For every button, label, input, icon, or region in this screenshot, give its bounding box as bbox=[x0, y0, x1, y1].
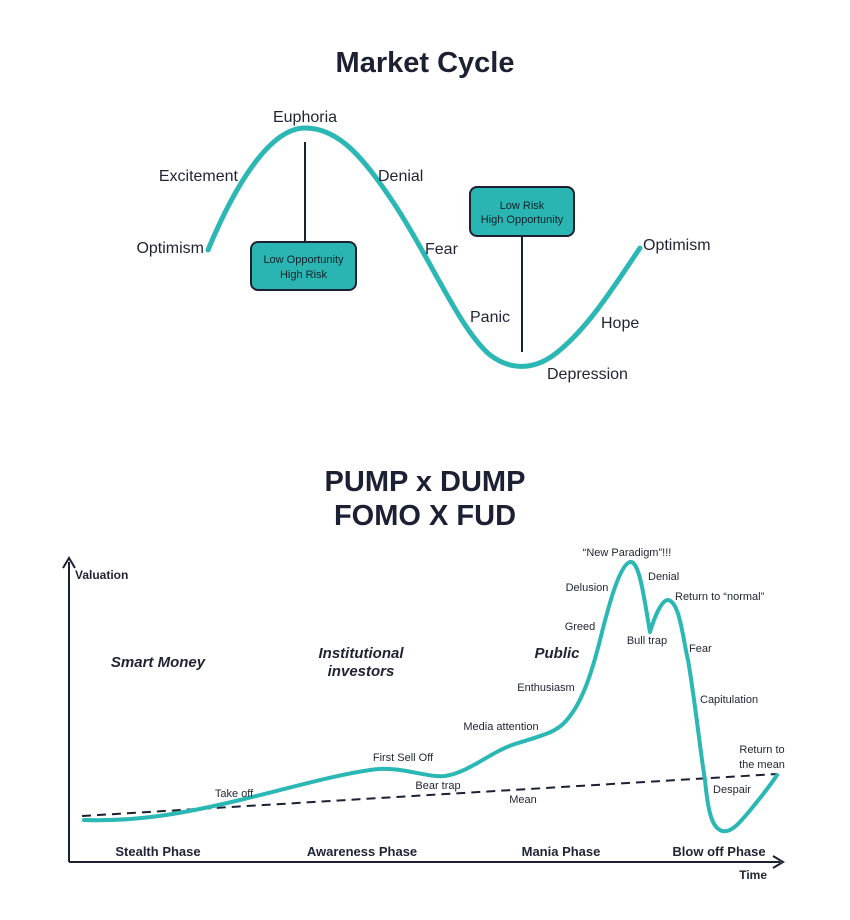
stage-excitement: Excitement bbox=[159, 168, 239, 185]
stage-hope: Hope bbox=[601, 315, 639, 332]
annot-return-mean-line1: Return to bbox=[739, 744, 784, 756]
market-cycle-curve bbox=[205, 125, 643, 369]
annot-fear: Fear bbox=[689, 643, 712, 655]
phase-mania: Mania Phase bbox=[522, 844, 601, 859]
annot-greed: Greed bbox=[565, 621, 596, 633]
annot-first-sell-off: First Sell Off bbox=[373, 752, 434, 764]
low-risk-box-line1: Low Risk bbox=[500, 200, 545, 212]
pump-dump-title-line2: FOMO X FUD bbox=[334, 500, 516, 532]
annot-bear-trap: Bear trap bbox=[415, 780, 460, 792]
phase-blowoff: Blow off Phase bbox=[672, 844, 765, 859]
low-opportunity-box-line1: Low Opportunity bbox=[263, 254, 344, 266]
low-risk-box-line2: High Opportunity bbox=[481, 214, 564, 226]
annot-take-off: Take off bbox=[215, 788, 254, 800]
stage-optimism-right: Optimism bbox=[643, 237, 711, 254]
annot-media-attention: Media attention bbox=[463, 721, 538, 733]
stage-panic: Panic bbox=[470, 309, 510, 326]
annot-capitulation: Capitulation bbox=[700, 694, 758, 706]
stage-euphoria: Euphoria bbox=[273, 109, 337, 126]
annot-denial: Denial bbox=[648, 571, 679, 583]
group-public: Public bbox=[534, 645, 580, 662]
low-opportunity-box-line2: High Risk bbox=[280, 269, 328, 281]
phase-stealth: Stealth Phase bbox=[115, 844, 200, 859]
stage-fear: Fear bbox=[425, 241, 459, 258]
stage-optimism-left: Optimism bbox=[136, 240, 204, 257]
group-institutional-line1: Institutional bbox=[319, 645, 405, 662]
annot-return-normal: Return to “normal” bbox=[675, 591, 765, 603]
low-opportunity-box bbox=[250, 241, 357, 291]
market-cycle-title: Market Cycle bbox=[336, 47, 515, 79]
annot-new-paradigm: “New Paradigm”!!! bbox=[583, 547, 672, 559]
mean-line bbox=[81, 773, 778, 817]
group-smart-money: Smart Money bbox=[111, 654, 206, 671]
annot-mean: Mean bbox=[509, 794, 537, 806]
valuation-curve bbox=[82, 560, 779, 834]
annot-delusion: Delusion bbox=[566, 582, 609, 594]
group-institutional-line2: investors bbox=[328, 663, 395, 680]
annot-despair: Despair bbox=[713, 784, 751, 796]
y-axis-label: Valuation bbox=[75, 568, 128, 582]
phase-awareness: Awareness Phase bbox=[307, 844, 417, 859]
low-risk-box bbox=[469, 186, 575, 237]
stage-depression: Depression bbox=[547, 366, 628, 383]
x-axis-arrow-icon bbox=[772, 855, 785, 869]
annot-enthusiasm: Enthusiasm bbox=[517, 682, 574, 694]
pump-dump-title-line1: PUMP x DUMP bbox=[325, 466, 526, 498]
stage-denial: Denial bbox=[378, 168, 423, 185]
x-axis-label: Time bbox=[739, 868, 767, 882]
annot-bull-trap: Bull trap bbox=[627, 635, 667, 647]
annot-return-mean-line2: the mean bbox=[739, 759, 785, 771]
y-axis-arrow-icon bbox=[62, 556, 76, 569]
